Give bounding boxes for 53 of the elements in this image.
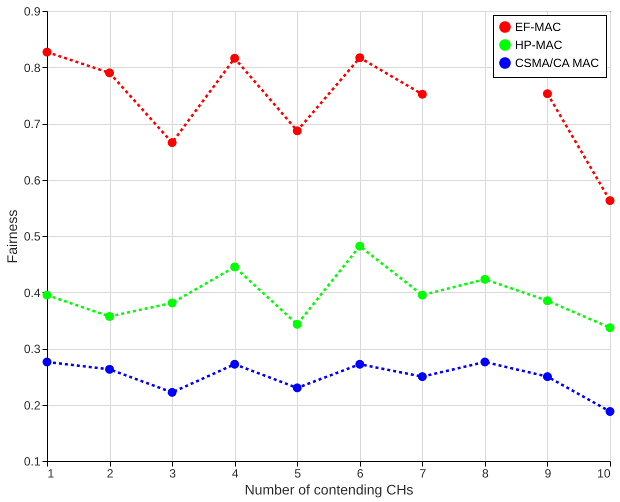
point xyxy=(542,372,552,382)
point xyxy=(542,296,552,306)
x-tick-label: 5 xyxy=(294,466,302,480)
point xyxy=(230,262,240,272)
y-tick-label: 0.8 xyxy=(24,60,41,75)
x-tick-label: 6 xyxy=(356,466,364,480)
point xyxy=(168,138,177,148)
x-tick-label: 2 xyxy=(106,466,114,480)
x-axis-title: Number of contending CHs xyxy=(244,482,414,498)
point xyxy=(292,320,302,329)
y-tick-label: 0.2 xyxy=(24,398,41,412)
point xyxy=(606,196,614,206)
y-tick-label: 0.5 xyxy=(24,230,41,244)
point xyxy=(105,68,114,78)
legend-label: HP-MAC xyxy=(515,38,563,52)
y-tick-label: 0.3 xyxy=(24,342,41,356)
point xyxy=(606,323,614,332)
point xyxy=(168,298,177,308)
y-tick-label: 0.6 xyxy=(24,173,41,188)
y-axis-title: Fairness xyxy=(4,210,20,264)
x-tick-label: 4 xyxy=(232,466,239,480)
x-tick-label: 7 xyxy=(419,466,426,480)
x-tick-label: 1 xyxy=(48,466,54,480)
x-tick-label: 9 xyxy=(544,466,552,480)
point xyxy=(168,388,177,397)
point xyxy=(418,290,427,300)
y-tick-label: 0.9 xyxy=(24,4,41,18)
point xyxy=(42,358,52,366)
point xyxy=(42,48,52,57)
point xyxy=(480,358,490,366)
point xyxy=(230,54,240,63)
point xyxy=(355,360,364,369)
point xyxy=(480,274,490,284)
point xyxy=(292,126,302,136)
y-tick-label: 0.1 xyxy=(24,454,41,468)
point xyxy=(42,290,52,300)
x-tick-label: 8 xyxy=(482,466,490,480)
point xyxy=(606,407,614,416)
point xyxy=(105,312,114,321)
point xyxy=(355,242,364,251)
legend-label: EF-MAC xyxy=(515,20,562,34)
point xyxy=(230,360,240,369)
legend-label: CSMA/CA MAC xyxy=(515,56,600,70)
point xyxy=(418,90,427,99)
x-tick-label: 3 xyxy=(169,466,176,480)
point xyxy=(418,372,427,382)
point xyxy=(105,364,114,374)
point xyxy=(542,89,552,98)
y-tick-label: 0.7 xyxy=(24,117,41,131)
y-tick-label: 0.4 xyxy=(24,286,41,300)
point xyxy=(292,383,302,392)
point xyxy=(355,53,364,62)
x-tick-label: 10 xyxy=(597,466,611,480)
